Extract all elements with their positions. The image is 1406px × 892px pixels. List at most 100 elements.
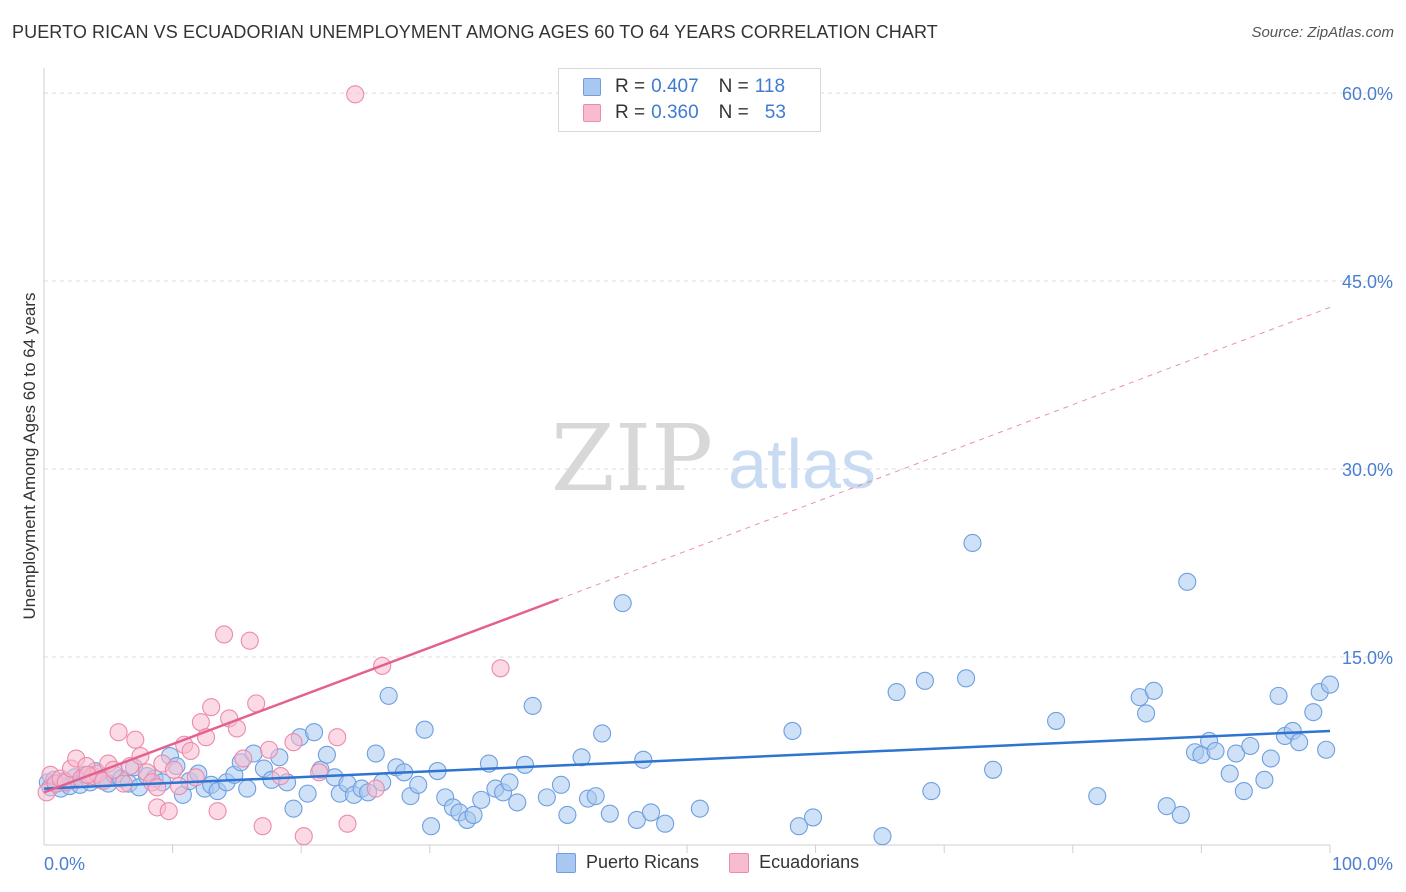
data-point: [1320, 675, 1340, 694]
data-point: [1234, 782, 1253, 801]
tick-labels: 15.0% 30.0% 45.0% 60.0% 0.0% 100.0%: [44, 84, 1393, 874]
data-point: [508, 793, 527, 812]
legend-n-label: N =: [718, 102, 749, 123]
x-tick-label: 100.0%: [1332, 854, 1393, 874]
data-point: [305, 723, 324, 742]
data-point: [338, 814, 357, 833]
data-point: [1241, 736, 1260, 756]
data-point: [515, 755, 535, 774]
data-point: [472, 790, 491, 809]
watermark-zip: ZIP: [551, 405, 713, 512]
legend-item-ecuadorians[interactable]: Ecuadorians: [729, 852, 859, 873]
legend-r-value: 0.407: [651, 76, 699, 97]
data-point: [1171, 805, 1190, 824]
correlation-legend: R = 0.407 N = 118 R = 0.360 N = 53: [558, 68, 821, 132]
data-point: [957, 669, 976, 688]
data-point: [1178, 572, 1197, 591]
x-tick-label: 0.0%: [44, 854, 85, 874]
data-point: [1157, 797, 1176, 816]
legend-swatch-puerto-ricans: [583, 78, 601, 96]
data-point: [586, 787, 605, 806]
data-point: [271, 767, 290, 786]
data-point: [109, 723, 128, 742]
data-point: [984, 760, 1003, 779]
data-point: [789, 817, 808, 836]
series-puerto-ricans: [38, 533, 1340, 846]
data-point: [126, 730, 145, 749]
legend-r-label: R =: [615, 102, 646, 123]
data-point: [600, 804, 619, 823]
y-tick-label: 60.0%: [1342, 84, 1393, 104]
legend-label: Puerto Ricans: [586, 852, 700, 872]
data-point: [284, 733, 303, 752]
data-point: [593, 724, 612, 743]
data-point: [346, 85, 365, 104]
data-point: [284, 799, 303, 818]
data-point: [803, 808, 823, 827]
legend-n-label: N =: [718, 76, 749, 97]
data-point: [1317, 740, 1336, 759]
legend-item-puerto-ricans[interactable]: Puerto Ricans: [556, 852, 699, 873]
data-point: [1047, 711, 1066, 730]
data-point: [259, 740, 279, 759]
y-tick-label: 15.0%: [1342, 648, 1393, 668]
data-point: [915, 671, 934, 690]
y-tick-label: 45.0%: [1342, 272, 1393, 292]
data-point: [148, 778, 167, 797]
data-point: [523, 696, 542, 715]
data-point: [873, 827, 892, 846]
data-point: [214, 625, 234, 644]
data-point: [159, 802, 178, 821]
y-tick-label: 30.0%: [1342, 460, 1393, 480]
data-point: [922, 782, 941, 801]
data-point: [294, 827, 313, 846]
legend-n-value: 53: [764, 102, 786, 123]
data-point: [1269, 686, 1288, 705]
data-point: [202, 698, 221, 717]
data-point: [1137, 704, 1156, 723]
data-point: [1144, 681, 1163, 700]
data-point: [1304, 703, 1323, 722]
data-point: [558, 805, 577, 824]
data-point: [310, 763, 329, 782]
trend-line: [43, 729, 1331, 790]
data-point: [537, 788, 556, 807]
data-point: [1290, 733, 1309, 752]
data-point: [1206, 741, 1225, 761]
legend-label: Ecuadorians: [759, 852, 860, 872]
data-point: [366, 779, 385, 798]
data-point: [551, 775, 571, 794]
data-point: [181, 741, 200, 761]
legend-r-label: R =: [615, 76, 646, 97]
data-point: [379, 686, 398, 705]
watermark: ZIP atlas: [551, 405, 876, 512]
data-point: [415, 720, 434, 739]
data-point: [963, 533, 982, 553]
legend-swatch: [729, 852, 750, 873]
data-point: [328, 728, 347, 747]
data-point: [783, 721, 802, 741]
legend-row-ecuadorians: R = 0.360 N = 53: [583, 101, 786, 125]
source-label: Source: ZipAtlas.com: [1251, 24, 1394, 41]
data-point: [317, 745, 336, 764]
data-point: [234, 749, 253, 768]
trend-line: [43, 598, 559, 794]
data-point: [208, 802, 227, 821]
data-point: [613, 594, 632, 613]
data-point: [887, 683, 906, 702]
data-point: [169, 777, 189, 796]
watermark-atlas: atlas: [728, 425, 876, 503]
legend-swatch-ecuadorians: [583, 104, 601, 122]
data-point: [1255, 770, 1274, 789]
data-point: [1088, 787, 1107, 806]
legend-row-puerto-ricans: R = 0.407 N = 118: [583, 75, 785, 99]
data-point: [627, 810, 646, 829]
y-axis-label: Unemployment Among Ages 60 to 64 years: [20, 292, 39, 620]
data-point: [500, 773, 519, 792]
data-point: [366, 744, 385, 763]
data-point: [298, 784, 317, 803]
data-point: [1227, 744, 1246, 763]
data-point: [238, 779, 257, 798]
data-point: [491, 659, 510, 678]
